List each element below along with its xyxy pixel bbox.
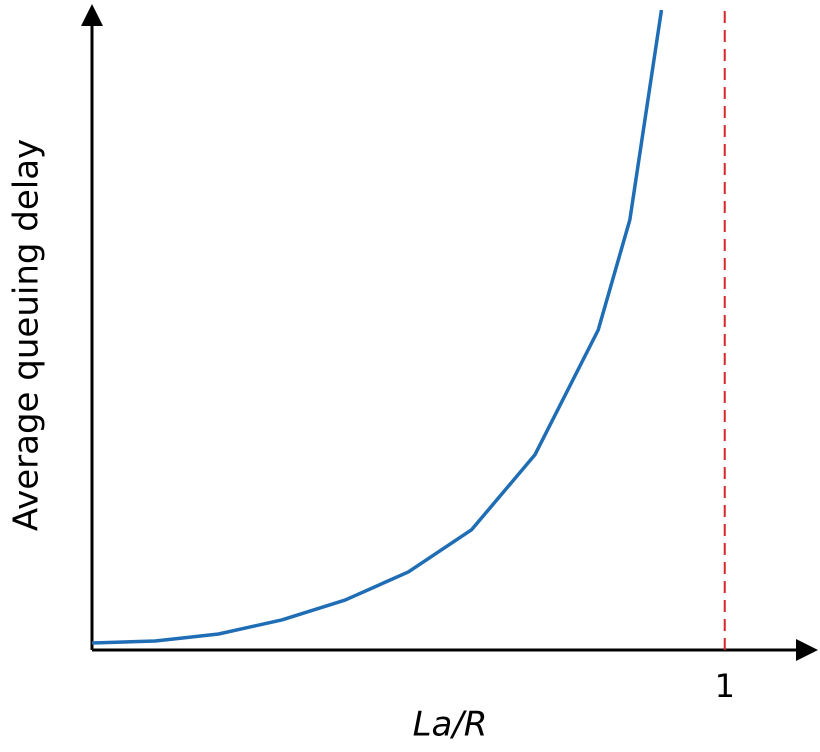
y-axis-label: Average queuing delay [7,139,47,531]
x-axis-label: La/R [413,705,488,745]
y-axis-arrow [81,4,103,26]
line-series [91,9,664,645]
x-axis-arrow [796,639,818,661]
x-tick-label: 1 [715,667,735,705]
